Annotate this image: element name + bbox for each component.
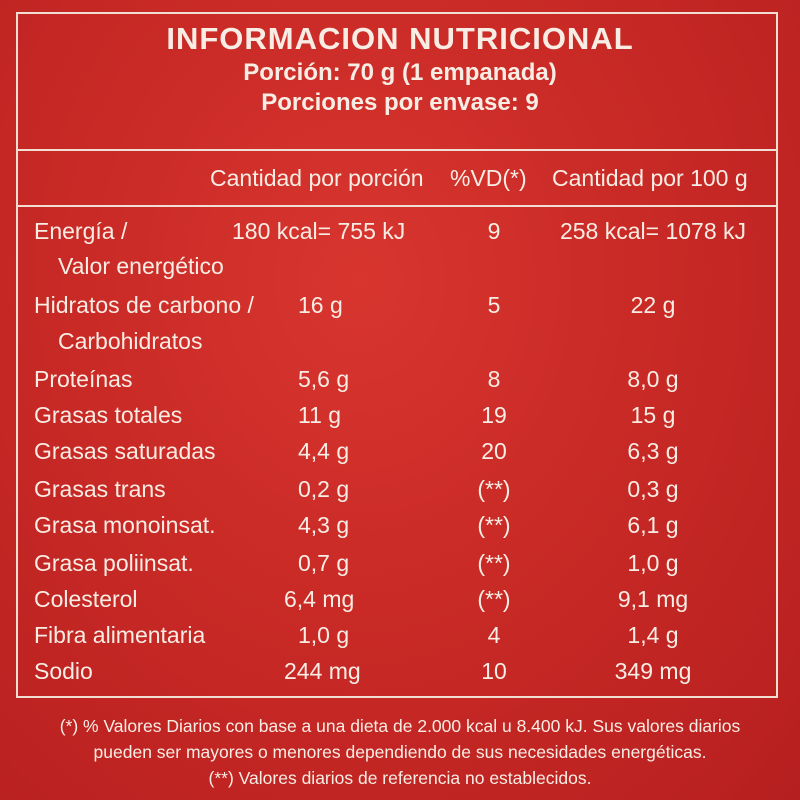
table-row-protein: Proteínas 5,6 g 8 8,0 g xyxy=(0,366,800,402)
per-100g-value: 15 g xyxy=(630,402,676,428)
table-row-fiber: Fibra alimentaria 1,0 g 4 1,4 g xyxy=(0,622,800,658)
portions-per-pack: Porciones por envase: 9 xyxy=(261,89,539,116)
per-100g-value: 8,0 g xyxy=(627,366,679,392)
per-portion-value: 6,4 mg xyxy=(284,586,355,612)
nutrient-name: Hidratos de carbono / xyxy=(34,292,254,318)
nutrient-name-alt: Valor energético xyxy=(58,253,224,279)
per-portion-value: 4,4 g xyxy=(298,438,350,464)
table-row-total-fat: Grasas totales 11 g 19 15 g xyxy=(0,402,800,438)
per-portion-value: 4,3 g xyxy=(298,512,350,538)
table-row-energy-cont: Valor energético xyxy=(0,253,800,289)
nutrient-name: Colesterol xyxy=(34,586,138,612)
per-100g-value: 9,1 mg xyxy=(617,586,689,612)
nutrition-table-frame xyxy=(16,12,778,698)
per-portion-value: 16 g xyxy=(298,292,343,318)
vd-value: (**) xyxy=(477,550,511,576)
per-100g-value: 6,1 g xyxy=(627,512,679,538)
nutrient-name: Grasas trans xyxy=(34,476,166,502)
column-header-vd: %VD(*) xyxy=(450,165,527,191)
per-100g-value: 0,3 g xyxy=(627,476,679,502)
per-portion-value: 180 kcal= 755 kJ xyxy=(232,218,406,244)
per-100g-value: 258 kcal= 1078 kJ xyxy=(559,218,747,244)
nutrient-name: Sodio xyxy=(34,658,93,684)
nutrient-name: Grasas totales xyxy=(34,402,183,428)
vd-value: 8 xyxy=(487,366,501,392)
vd-value: (**) xyxy=(477,586,511,612)
per-100g-value: 6,3 g xyxy=(627,438,679,464)
nutrient-name-alt: Carbohidratos xyxy=(58,328,203,354)
table-row-monounsaturated-fat: Grasa monoinsat. 4,3 g (**) 6,1 g xyxy=(0,512,800,548)
portion-size: Porción: 70 g (1 empanada) xyxy=(243,59,557,86)
per-100g-value: 349 mg xyxy=(614,658,692,684)
vd-value: (**) xyxy=(477,476,511,502)
column-header-per-100g: Cantidad por 100 g xyxy=(552,165,748,191)
table-row-saturated-fat: Grasas saturadas 4,4 g 20 6,3 g xyxy=(0,438,800,474)
table-header: INFORMACION NUTRICIONAL Porción: 70 g (1… xyxy=(0,20,800,118)
nutrient-name: Fibra alimentaria xyxy=(34,622,206,648)
vd-value: 19 xyxy=(481,402,507,428)
divider xyxy=(16,149,778,151)
table-row-sodium: Sodio 244 mg 10 349 mg xyxy=(0,658,800,694)
per-100g-value: 1,4 g xyxy=(627,622,679,648)
per-portion-value: 0,2 g xyxy=(298,476,350,502)
divider xyxy=(16,205,778,207)
nutrient-name: Grasas saturadas xyxy=(34,438,216,464)
nutrient-name: Proteínas xyxy=(34,366,133,392)
per-portion-value: 0,7 g xyxy=(298,550,350,576)
table-row-carbs-cont: Carbohidratos xyxy=(0,328,800,364)
footnote-vd-cont: pueden ser mayores o menores dependiendo… xyxy=(93,742,707,762)
vd-value: 5 xyxy=(487,292,501,318)
per-100g-value: 1,0 g xyxy=(627,550,679,576)
nutrient-name: Grasa monoinsat. xyxy=(34,512,216,538)
vd-value: 20 xyxy=(481,438,507,464)
per-portion-value: 11 g xyxy=(298,402,342,428)
per-portion-value: 244 mg xyxy=(284,658,361,684)
table-row-polyunsaturated-fat: Grasa poliinsat. 0,7 g (**) 1,0 g xyxy=(0,550,800,586)
column-header-per-portion: Cantidad por porción xyxy=(210,165,424,191)
per-portion-value: 5,6 g xyxy=(298,366,350,392)
vd-value: 10 xyxy=(481,658,507,684)
per-100g-value: 22 g xyxy=(630,292,676,318)
vd-value: (**) xyxy=(477,512,511,538)
table-row-trans-fat: Grasas trans 0,2 g (**) 0,3 g xyxy=(0,476,800,512)
table-title: INFORMACION NUTRICIONAL xyxy=(166,21,634,56)
table-row-cholesterol: Colesterol 6,4 mg (**) 9,1 mg xyxy=(0,586,800,622)
per-portion-value: 1,0 g xyxy=(298,622,350,648)
vd-value: 4 xyxy=(487,622,501,648)
footnote-vd: (*) % Valores Diarios con base a una die… xyxy=(59,716,741,736)
table-row-energy: Energía / 180 kcal= 755 kJ 9 258 kcal= 1… xyxy=(0,218,800,254)
nutrient-name: Energía / xyxy=(34,218,128,244)
table-row-carbs: Hidratos de carbono / 16 g 5 22 g xyxy=(0,292,800,328)
footnote-no-reference: (**) Valores diarios de referencia no es… xyxy=(208,768,592,788)
nutrient-name: Grasa poliinsat. xyxy=(34,550,194,576)
vd-value: 9 xyxy=(487,218,501,244)
